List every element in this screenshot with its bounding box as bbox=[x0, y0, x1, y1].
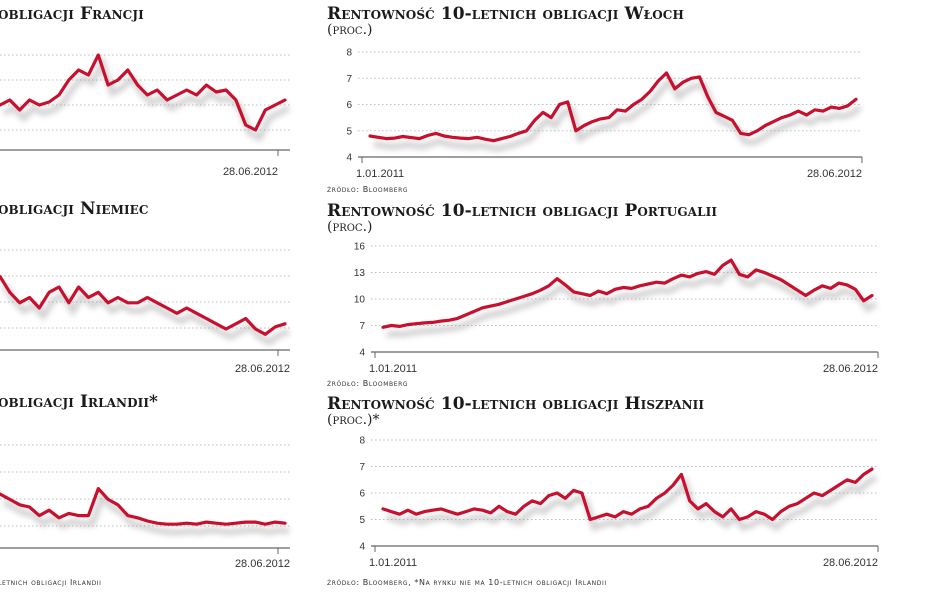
italy-y-tick-label: 6 bbox=[346, 100, 352, 111]
portugal-y-tick-label: 16 bbox=[354, 242, 366, 253]
italy-y-tick-label: 7 bbox=[346, 74, 352, 85]
spain-x-end-label: 28.06.2012 bbox=[823, 557, 878, 569]
ireland-series-shadow bbox=[2, 490, 290, 536]
spain-y-tick-label: 7 bbox=[359, 462, 365, 473]
ireland-footnote: letnich obligacji Irlandii bbox=[0, 578, 102, 587]
portugal-y-tick-label: 7 bbox=[359, 321, 365, 332]
portugal-x-end-label: 28.06.2012 bbox=[823, 363, 878, 375]
spain-y-tick-label: 4 bbox=[359, 542, 365, 553]
italy-series-shadow bbox=[373, 76, 862, 152]
germany-series-line bbox=[0, 274, 287, 336]
charts-layer: 4 5 6 7 8 1.01.2011 28.06.2012 4 7 10 13 16 1.01.201… bbox=[0, 48, 879, 570]
portugal-series-line bbox=[381, 258, 874, 329]
ireland-chart-title: obligacji Irlandii* bbox=[0, 392, 159, 412]
germany-series-shadow bbox=[1, 282, 290, 346]
ireland-x-end-label: 28.06.2012 bbox=[235, 558, 290, 570]
italy-chart-subtitle: (proc.) bbox=[327, 22, 373, 38]
portugal-y-tick-label: 4 bbox=[359, 348, 365, 359]
italy-y-tick-label: 4 bbox=[346, 153, 352, 164]
spain-series-shadow bbox=[386, 474, 878, 532]
germany-chart-title: obligacji Niemiec bbox=[0, 199, 149, 219]
portugal-y-tick-label: 13 bbox=[354, 268, 366, 279]
portugal-chart-subtitle: (proc.) bbox=[327, 219, 373, 235]
spain-chart-source: źródło: Bloomberg, *Na rynku nie ma 10-l… bbox=[327, 578, 607, 587]
portugal-chart-title: Rentowność 10-letnich obligacji Portugal… bbox=[327, 201, 718, 221]
spain-x-start-label: 1.01.2011 bbox=[369, 557, 417, 569]
portugal-chart-source: źródło: Bloomberg bbox=[327, 379, 409, 388]
spain-chart-title: Rentowność 10-letnich obligacji Hiszpani… bbox=[327, 394, 705, 414]
portugal-series-shadow bbox=[386, 263, 878, 339]
spain-y-tick-label: 8 bbox=[359, 436, 365, 447]
germany-x-end-label: 28.06.2012 bbox=[235, 363, 290, 375]
italy-y-tick-label: 8 bbox=[346, 48, 352, 59]
italy-x-start-label: 1.01.2011 bbox=[356, 168, 404, 180]
italy-series-line bbox=[368, 71, 858, 143]
spain-y-tick-label: 5 bbox=[359, 515, 365, 526]
italy-chart-source: źródło: Bloomberg bbox=[327, 185, 409, 194]
ireland-series-line bbox=[0, 487, 287, 526]
italy-x-end-label: 28.06.2012 bbox=[807, 168, 862, 180]
portugal-y-tick-label: 10 bbox=[354, 295, 366, 306]
france-series-line bbox=[0, 53, 287, 132]
spain-y-tick-label: 6 bbox=[359, 489, 365, 500]
portugal-x-start-label: 1.01.2011 bbox=[369, 363, 417, 375]
spain-chart-subtitle: (proc.)* bbox=[327, 412, 380, 428]
italy-y-tick-label: 5 bbox=[346, 126, 352, 137]
france-chart-title: obligacji Francji bbox=[0, 4, 144, 24]
italy-chart-title: Rentowność 10-letnich obligacji Włoch bbox=[327, 4, 684, 24]
france-x-end-label: 28.06.2012 bbox=[223, 166, 278, 178]
spain-series-line bbox=[381, 467, 874, 522]
